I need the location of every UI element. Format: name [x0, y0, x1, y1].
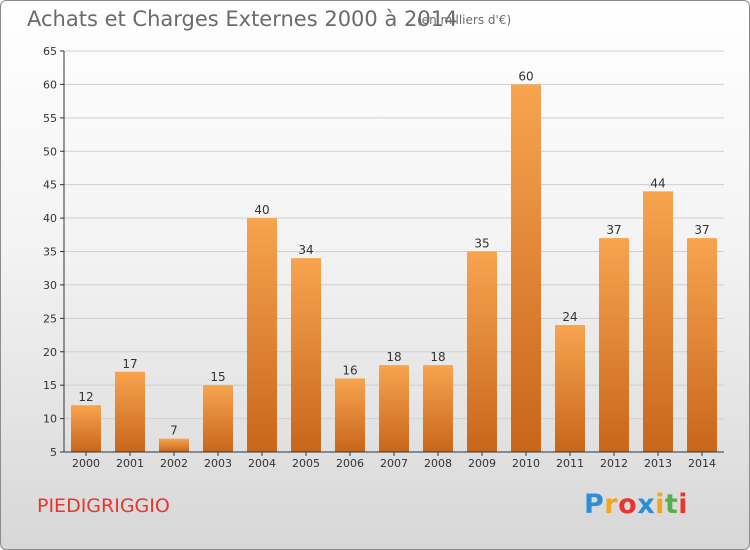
- bar: [511, 84, 541, 453]
- x-tick-label: 2004: [248, 457, 276, 470]
- x-tick-label: 2007: [380, 457, 408, 470]
- x-tick-label: 2010: [512, 457, 540, 470]
- y-tick-label: 5: [50, 446, 57, 459]
- data-label: 15: [210, 370, 225, 384]
- y-tick-label: 35: [43, 246, 57, 259]
- y-tick-label: 10: [43, 413, 57, 426]
- bar: [643, 191, 673, 452]
- logo-letter: x: [637, 489, 656, 520]
- y-tick-label: 45: [43, 179, 57, 192]
- data-label: 12: [78, 390, 93, 404]
- bar: [115, 371, 145, 452]
- bars: [71, 84, 717, 453]
- y-tick-label: 25: [43, 312, 57, 325]
- x-tick-label: 2011: [556, 457, 584, 470]
- x-tick-label: 2006: [336, 457, 364, 470]
- data-label: 40: [254, 203, 269, 217]
- commune-name: PIEDIGRIGGIO: [37, 495, 170, 517]
- unit-note: (en milliers d'€): [417, 13, 512, 27]
- x-tick-label: 2009: [468, 457, 496, 470]
- data-label: 18: [430, 350, 445, 364]
- x-tick-label: 2014: [688, 457, 716, 470]
- data-label: 44: [650, 176, 665, 190]
- data-label: 16: [342, 363, 357, 377]
- data-label: 35: [474, 237, 489, 251]
- data-label: 17: [122, 357, 137, 371]
- data-label: 37: [694, 223, 709, 237]
- data-label: 7: [170, 424, 178, 438]
- logo-letter: P: [584, 489, 605, 520]
- bar: [291, 258, 321, 452]
- x-tick-label: 2012: [600, 457, 628, 470]
- bar: [467, 251, 497, 452]
- y-tick-label: 65: [43, 45, 57, 58]
- data-label: 18: [386, 350, 401, 364]
- y-tick-label: 55: [43, 112, 57, 125]
- data-label: 37: [606, 223, 621, 237]
- bar: [555, 325, 585, 452]
- x-tick-label: 2000: [72, 457, 100, 470]
- logo-letter: i: [655, 489, 665, 520]
- y-tick-label: 50: [43, 145, 57, 158]
- y-tick-label: 40: [43, 212, 57, 225]
- logo-letter: r: [604, 489, 619, 520]
- logo-letter: o: [618, 489, 638, 520]
- axes: 5 10 15 20 25 30 35 40 45 50 55 60 65 2000 2001 2002 200…: [43, 45, 724, 470]
- bar: [247, 218, 277, 452]
- y-tick-label: 15: [43, 379, 57, 392]
- y-tick-label: 30: [43, 279, 57, 292]
- proxiti-logo: Proxiti: [584, 489, 688, 520]
- y-tick-label: 20: [43, 346, 57, 359]
- logo-letter: t: [664, 489, 679, 520]
- bar: [71, 405, 101, 452]
- bar: [379, 365, 409, 452]
- data-label: 24: [562, 310, 577, 324]
- x-tick-label: 2008: [424, 457, 452, 470]
- x-tick-label: 2005: [292, 457, 320, 470]
- bar: [687, 238, 717, 452]
- bar: [203, 385, 233, 452]
- x-tick-label: 2002: [160, 457, 188, 470]
- labels: 12 17 7 15 40 34 16 18 18 35 60 24 37 44 37: [78, 69, 709, 437]
- logo-letter: i: [678, 489, 689, 520]
- y-tick-label: 60: [43, 78, 57, 91]
- data-label: 60: [518, 69, 533, 83]
- x-tick-label: 2013: [644, 457, 672, 470]
- data-label: 34: [298, 243, 313, 257]
- bar: [159, 438, 189, 452]
- x-tick-label: 2001: [116, 457, 144, 470]
- bar: [599, 238, 629, 452]
- bar: [335, 378, 365, 452]
- x-tick-label: 2003: [204, 457, 232, 470]
- bar: [423, 365, 453, 452]
- chart-title: Achats et Charges Externes 2000 à 2014: [27, 7, 458, 31]
